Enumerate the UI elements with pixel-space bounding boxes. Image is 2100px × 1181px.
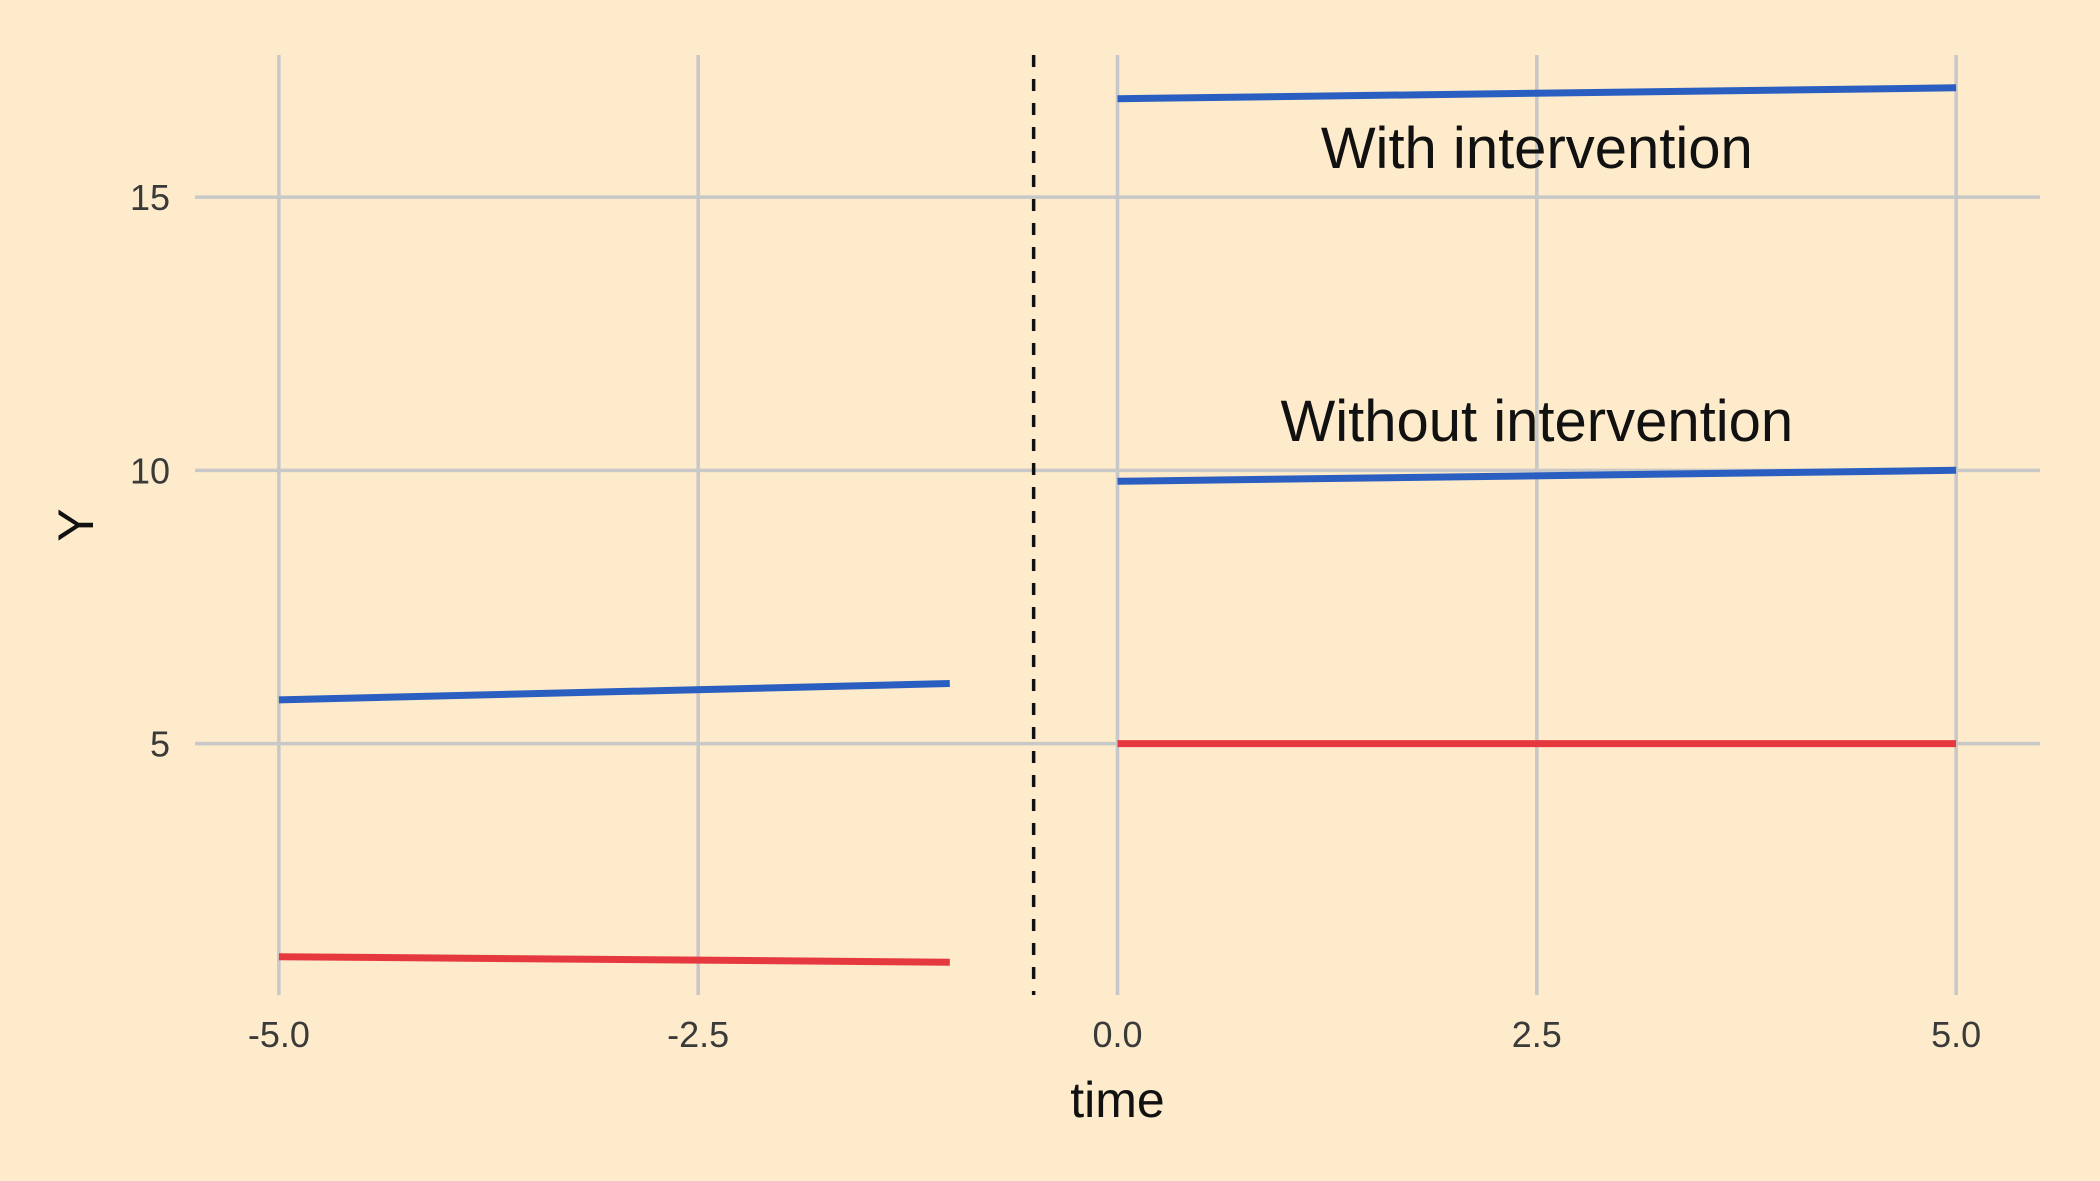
- series-line-3: [1117, 84, 1957, 103]
- annotation-label: Without intervention: [1281, 389, 1794, 454]
- y-axis-title: Y: [48, 508, 104, 541]
- y-tick-label: 10: [130, 450, 170, 491]
- series-line-2: [278, 953, 950, 966]
- x-tick-label: 2.5: [1512, 1014, 1562, 1055]
- series-line-1: [278, 680, 950, 704]
- y-tick-label: 15: [130, 177, 170, 218]
- x-tick-label: -5.0: [248, 1014, 310, 1055]
- series-layer: [278, 84, 1957, 966]
- x-tick-label: 0.0: [1092, 1014, 1142, 1055]
- series-line-4: [1117, 466, 1957, 485]
- grid: [195, 55, 2040, 995]
- annotation-label: With intervention: [1321, 116, 1753, 181]
- x-axis-title: time: [1070, 1072, 1164, 1128]
- tick-labels: -5.0 -2.5 0.0 2.5 5.0 5 10 15: [130, 177, 1981, 1055]
- x-tick-label: -2.5: [667, 1014, 729, 1055]
- y-tick-label: 5: [150, 724, 170, 765]
- annotation-layer: With intervention Without intervention: [1281, 116, 1794, 454]
- x-tick-label: 5.0: [1931, 1014, 1981, 1055]
